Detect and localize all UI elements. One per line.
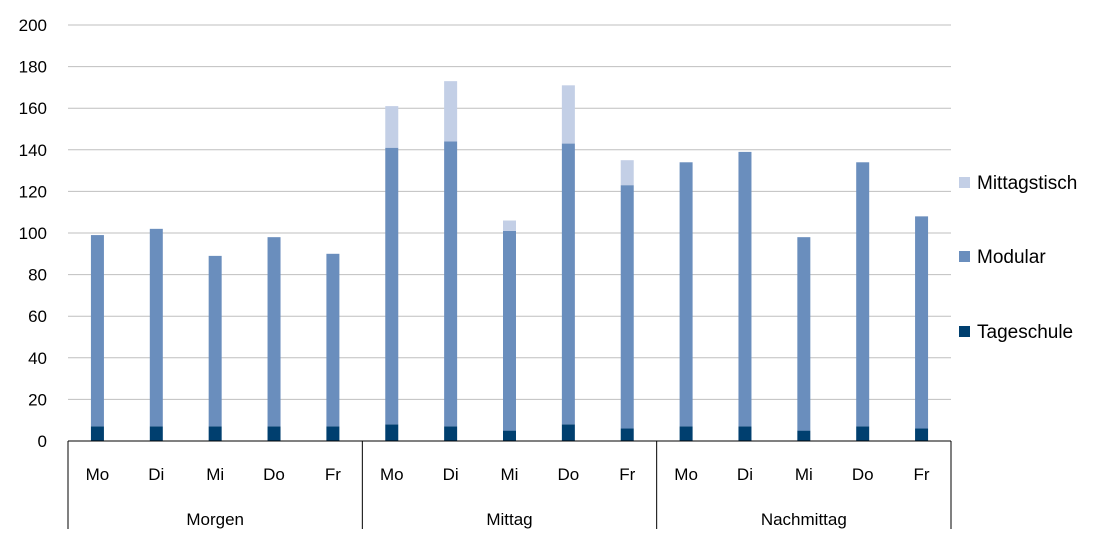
y-tick-label: 120 — [19, 182, 47, 201]
bar-modular-6 — [385, 147, 399, 425]
bars — [90, 81, 929, 441]
y-tick-label: 140 — [19, 141, 47, 160]
x-tick-label: Do — [852, 465, 874, 484]
x-tick-label: Fr — [914, 465, 930, 484]
x-tick-label: Mi — [501, 465, 519, 484]
x-tick-label: Do — [263, 465, 285, 484]
bar-tageschule-14 — [856, 426, 870, 441]
x-tick-label: Mo — [86, 465, 110, 484]
x-axis: Mo Di Mi Do Fr Mo Di Mi Do Fr Mo Di Mi Do Fr Morgen Mitt… — [67, 440, 952, 529]
x-group-label: Morgen — [186, 510, 244, 529]
bar-tageschule-11 — [679, 426, 693, 441]
bar-tageschule-7 — [444, 426, 458, 441]
x-tick-label: Di — [737, 465, 753, 484]
x-group-label: Nachmittag — [761, 510, 847, 529]
bar-tageschule-10 — [620, 428, 634, 441]
legend-label: Mittagstisch — [977, 173, 1077, 194]
bar-modular-8 — [503, 230, 516, 431]
x-tick-label: Mo — [674, 465, 698, 484]
y-tick-label: 180 — [19, 58, 47, 77]
bar-tageschule-15 — [915, 428, 929, 441]
x-tick-label: Do — [557, 465, 579, 484]
bar-modular-14 — [856, 162, 870, 427]
bar-modular-12 — [738, 151, 752, 427]
bar-tageschule-4 — [267, 426, 281, 441]
y-tick-label: 0 — [38, 432, 47, 451]
y-axis-tick-labels: 0 20 40 60 80 100 120 140 160 180 200 — [19, 16, 47, 451]
bar-modular-1 — [90, 235, 104, 427]
y-tick-label: 60 — [28, 307, 47, 326]
y-tick-label: 200 — [19, 16, 47, 35]
bar-mittagstisch-10 — [620, 160, 634, 186]
x-group-label: Mittag — [486, 510, 532, 529]
bar-modular-5 — [326, 253, 340, 427]
bar-tageschule-5 — [326, 426, 340, 441]
x-tick-label: Mi — [795, 465, 813, 484]
bar-tageschule-12 — [738, 426, 752, 441]
x-tick-label: Mo — [380, 465, 404, 484]
legend-swatch — [959, 251, 970, 262]
bar-tageschule-3 — [208, 426, 222, 441]
bar-modular-2 — [149, 228, 163, 427]
bar-mittagstisch-7 — [444, 81, 458, 142]
y-tick-label: 100 — [19, 224, 47, 243]
bar-modular-7 — [444, 141, 458, 427]
bar-modular-3 — [208, 255, 222, 427]
legend-label: Tageschule — [977, 322, 1073, 343]
y-tick-label: 80 — [28, 266, 47, 285]
bar-modular-15 — [915, 216, 929, 429]
bar-tageschule-6 — [385, 424, 399, 441]
x-tick-label: Di — [443, 465, 459, 484]
y-tick-label: 20 — [28, 390, 47, 409]
bar-tageschule-9 — [561, 424, 575, 441]
legend-swatch — [959, 177, 970, 188]
legend-swatch — [959, 326, 970, 337]
x-tick-label: Fr — [325, 465, 341, 484]
bar-modular-10 — [620, 185, 634, 429]
bar-tageschule-2 — [149, 426, 163, 441]
bar-tageschule-1 — [90, 426, 104, 441]
bar-modular-13 — [797, 237, 811, 431]
x-tick-label: Mi — [206, 465, 224, 484]
bar-modular-9 — [561, 143, 575, 425]
bar-mittagstisch-6 — [385, 106, 399, 148]
bar-mittagstisch-8 — [503, 220, 516, 231]
x-tick-label: Di — [148, 465, 164, 484]
bar-tageschule-13 — [797, 430, 811, 441]
bar-tageschule-8 — [503, 430, 516, 441]
bar-mittagstisch-9 — [561, 85, 575, 144]
legend-label: Modular — [977, 247, 1046, 268]
bar-modular-4 — [267, 237, 281, 427]
legend: Mittagstisch Modular Tageschule — [959, 173, 1077, 343]
y-tick-label: 160 — [19, 99, 47, 118]
y-tick-label: 40 — [28, 349, 47, 368]
bar-modular-11 — [679, 162, 693, 427]
x-tick-label: Fr — [619, 465, 635, 484]
